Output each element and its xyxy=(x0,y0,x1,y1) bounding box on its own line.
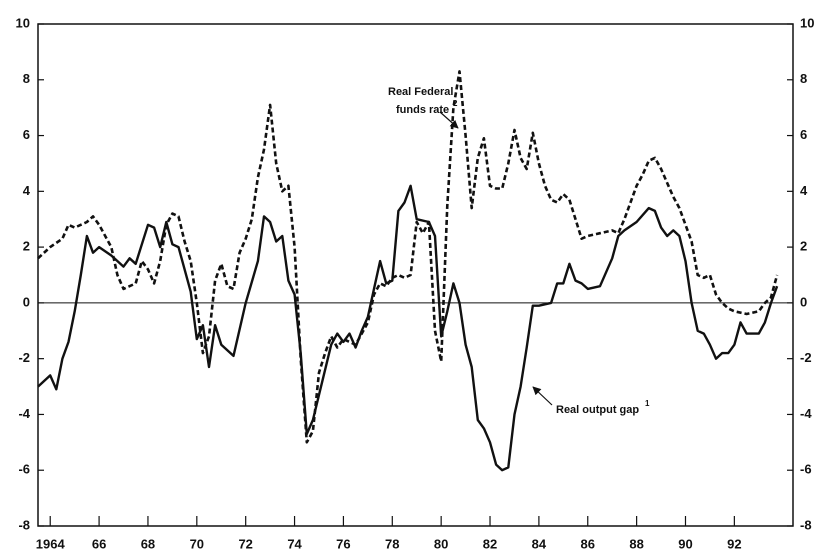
x-tick-label: 86 xyxy=(581,536,595,551)
y2-tick-label: 4 xyxy=(800,183,808,198)
y2-tick-label: 2 xyxy=(800,239,807,254)
annotation-footnote: 2 xyxy=(453,99,458,108)
y-tick-label: 4 xyxy=(23,183,31,198)
y-tick-label: 6 xyxy=(23,127,30,142)
x-tick-label: 74 xyxy=(287,536,302,551)
y-tick-label: -6 xyxy=(18,462,30,477)
series-line xyxy=(37,70,779,444)
y-tick-label: 0 xyxy=(23,294,30,309)
y2-tick-label: 6 xyxy=(800,127,807,142)
series-line xyxy=(37,184,779,472)
x-tick-label: 84 xyxy=(532,536,547,551)
y-tick-label: -8 xyxy=(18,517,30,532)
x-tick-label: 90 xyxy=(678,536,692,551)
annotation-arrow xyxy=(532,386,553,406)
annotation-line: Real output gap xyxy=(556,404,639,416)
annotation-line: funds rate xyxy=(396,104,449,116)
x-tick-label: 1964 xyxy=(36,536,66,551)
y-tick-label: 8 xyxy=(23,71,30,86)
y2-tick-label: -6 xyxy=(800,462,812,477)
x-tick-label: 70 xyxy=(190,536,204,551)
y2-tick-label: 8 xyxy=(800,71,807,86)
annotation-arrow xyxy=(439,111,459,129)
x-tick-label: 68 xyxy=(141,536,155,551)
plot-frame xyxy=(37,23,794,527)
y2-tick-label: -2 xyxy=(800,350,812,365)
y-tick-label: 2 xyxy=(23,239,30,254)
annotation-line: Real Federal xyxy=(388,86,453,98)
x-tick-label: 88 xyxy=(629,536,643,551)
y-tick-label: -2 xyxy=(18,350,30,365)
x-tick-label: 92 xyxy=(727,536,741,551)
y2-tick-label: 10 xyxy=(800,15,814,30)
y2-tick-label: -4 xyxy=(800,406,812,421)
x-tick-label: 72 xyxy=(238,536,252,551)
y-tick-label: -4 xyxy=(18,406,30,421)
annotation-footnote: 1 xyxy=(645,399,650,408)
y2-tick-label: -8 xyxy=(800,517,812,532)
y2-tick-label: 0 xyxy=(800,294,807,309)
x-tick-label: 82 xyxy=(483,536,497,551)
y-tick-label: 10 xyxy=(16,15,30,30)
x-tick-label: 76 xyxy=(336,536,350,551)
x-tick-label: 66 xyxy=(92,536,106,551)
x-tick-label: 80 xyxy=(434,536,448,551)
x-tick-label: 78 xyxy=(385,536,399,551)
